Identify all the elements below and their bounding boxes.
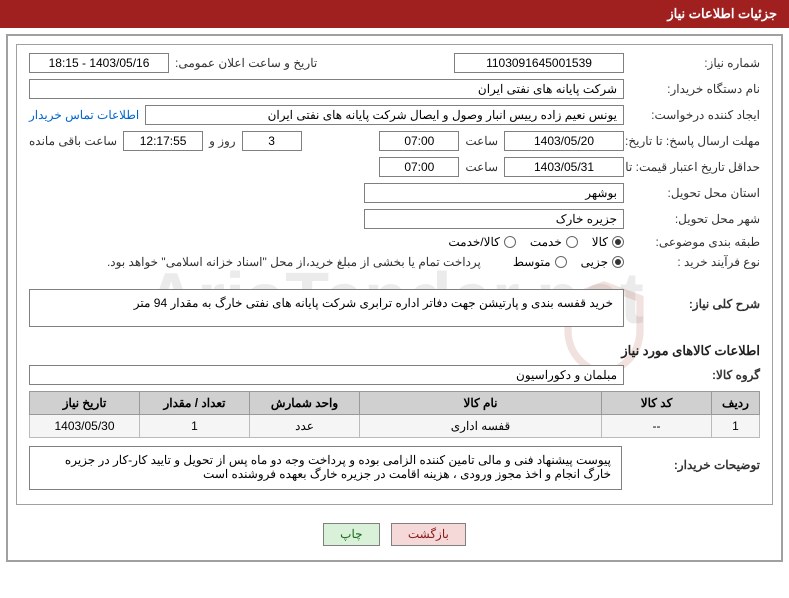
cell-row: 1: [712, 415, 760, 438]
buyer-org-label: نام دستگاه خریدار:: [630, 82, 760, 96]
table-row: 1 -- قفسه اداری عدد 1 1403/05/30: [30, 415, 760, 438]
header-title: جزئیات اطلاعات نیاز: [667, 6, 777, 21]
hour-label-1: ساعت: [465, 134, 498, 148]
radio-circle-icon: [504, 236, 516, 248]
radio-medium-label: متوسط: [513, 255, 551, 269]
days-and-label: روز و: [209, 134, 236, 148]
table-header-row: ردیف کد کالا نام کالا واحد شمارش تعداد /…: [30, 392, 760, 415]
buyer-org-field: شرکت پایانه های نفتی ایران: [29, 79, 624, 99]
radio-goods[interactable]: کالا: [592, 235, 624, 249]
need-desc-label: شرح کلی نیاز:: [630, 289, 760, 311]
requester-label: ایجاد کننده درخواست:: [630, 108, 760, 122]
cell-unit: عدد: [250, 415, 360, 438]
contact-buyer-link[interactable]: اطلاعات تماس خریدار: [29, 108, 139, 122]
city-label: شهر محل تحویل:: [630, 212, 760, 226]
radio-goods-label: کالا: [592, 235, 608, 249]
goods-group-field: مبلمان و دکوراسیون: [29, 365, 624, 385]
radio-service-label: خدمت: [530, 235, 562, 249]
cell-code: --: [602, 415, 712, 438]
announce-field: 1403/05/16 - 18:15: [29, 53, 169, 73]
category-radio-group: کالا خدمت کالا/خدمت: [448, 235, 624, 249]
radio-circle-icon: [612, 256, 624, 268]
th-row: ردیف: [712, 392, 760, 415]
deadline-date-field: 1403/05/20: [504, 131, 624, 151]
buyer-notes-label: توضیحات خریدار:: [630, 446, 760, 472]
radio-circle-icon: [566, 236, 578, 248]
deadline-label: مهلت ارسال پاسخ: تا تاریخ:: [630, 134, 760, 148]
radio-circle-icon: [555, 256, 567, 268]
validity-time-field: 07:00: [379, 157, 459, 177]
buyer-notes-box: پیوست پیشنهاد فنی و مالی تامین کننده الز…: [29, 446, 622, 490]
radio-service[interactable]: خدمت: [530, 235, 578, 249]
process-radio-group: جزیی متوسط: [513, 255, 624, 269]
announce-label: تاریخ و ساعت اعلان عمومی:: [175, 56, 317, 70]
deadline-time-field: 07:00: [379, 131, 459, 151]
radio-both[interactable]: کالا/خدمت: [448, 235, 515, 249]
th-unit: واحد شمارش: [250, 392, 360, 415]
need-no-label: شماره نیاز:: [630, 56, 760, 70]
city-field: جزیره خارک: [364, 209, 624, 229]
back-button[interactable]: بازگشت: [391, 523, 466, 546]
th-qty: تعداد / مقدار: [140, 392, 250, 415]
radio-circle-icon: [612, 236, 624, 248]
need-no-field: 1103091645001539: [454, 53, 624, 73]
requester-field: یونس نعیم زاده رییس انبار وصول و ایصال ش…: [145, 105, 624, 125]
th-code: کد کالا: [602, 392, 712, 415]
remaining-label: ساعت باقی مانده: [29, 134, 117, 148]
process-label: نوع فرآیند خرید :: [630, 255, 760, 269]
print-button[interactable]: چاپ: [323, 523, 379, 546]
cell-date: 1403/05/30: [30, 415, 140, 438]
cell-name: قفسه اداری: [360, 415, 602, 438]
validity-label: حداقل تاریخ اعتبار قیمت: تا تاریخ:: [630, 160, 760, 174]
category-label: طبقه بندی موضوعی:: [630, 235, 760, 249]
th-name: نام کالا: [360, 392, 602, 415]
radio-partial-label: جزیی: [581, 255, 608, 269]
goods-table: ردیف کد کالا نام کالا واحد شمارش تعداد /…: [29, 391, 760, 438]
province-field: بوشهر: [364, 183, 624, 203]
main-panel: شماره نیاز: 1103091645001539 تاریخ و ساع…: [16, 44, 773, 505]
goods-info-title: اطلاعات کالاهای مورد نیاز: [29, 343, 760, 359]
countdown-field: 12:17:55: [123, 131, 203, 151]
process-note: پرداخت تمام یا بخشی از مبلغ خرید،از محل …: [107, 255, 481, 269]
radio-partial[interactable]: جزیی: [581, 255, 624, 269]
th-date: تاریخ نیاز: [30, 392, 140, 415]
outer-frame: شماره نیاز: 1103091645001539 تاریخ و ساع…: [6, 34, 783, 562]
page-header: جزئیات اطلاعات نیاز: [0, 0, 789, 28]
validity-date-field: 1403/05/31: [504, 157, 624, 177]
footer-buttons: چاپ بازگشت: [8, 513, 781, 560]
radio-medium[interactable]: متوسط: [513, 255, 567, 269]
cell-qty: 1: [140, 415, 250, 438]
radio-both-label: کالا/خدمت: [448, 235, 499, 249]
hour-label-2: ساعت: [465, 160, 498, 174]
days-remaining-field: 3: [242, 131, 302, 151]
goods-group-label: گروه کالا:: [630, 368, 760, 382]
need-desc-box: خرید قفسه بندی و پارتیشن جهت دفاتر اداره…: [29, 289, 624, 327]
province-label: استان محل تحویل:: [630, 186, 760, 200]
